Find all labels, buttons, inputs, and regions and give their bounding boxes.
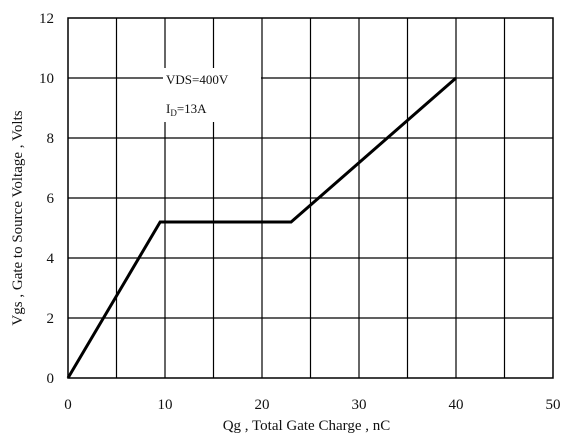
series-line-vgs: [66, 76, 457, 379]
annotation-id: ID=13A: [166, 101, 207, 118]
x-tick-label: 10: [158, 397, 173, 413]
y-tick-label: 12: [39, 11, 54, 27]
annotation-background: [163, 68, 261, 122]
annotation-vds: VDS=400V: [166, 72, 229, 87]
y-tick-label: 0: [47, 371, 55, 387]
y-tick-label: 8: [47, 131, 55, 147]
x-tick-label: 30: [352, 397, 367, 413]
annotation-id-main: I: [166, 101, 170, 116]
y-tick-label: 10: [39, 71, 54, 87]
x-tick-label: 0: [64, 397, 72, 413]
x-tick-label: 40: [449, 397, 464, 413]
x-axis-label: Qg , Total Gate Charge , nC: [223, 418, 391, 434]
y-tick-label: 2: [47, 311, 55, 327]
tick-labels: 0 10 20 30 40 50 0 2 4 6 8 10 12: [39, 11, 561, 413]
annotation-id-sub: D: [170, 108, 177, 118]
y-tick-label: 6: [47, 191, 55, 207]
plot-frame: [67, 17, 554, 379]
y-axis-label: Vgs , Gate to Source Voltage , Volts: [10, 110, 26, 325]
y-tick-label: 4: [47, 251, 55, 267]
x-tick-label: 50: [546, 397, 561, 413]
grid: [68, 18, 553, 378]
annotation-id-rest: =13A: [177, 101, 207, 116]
x-tick-label: 20: [255, 397, 270, 413]
